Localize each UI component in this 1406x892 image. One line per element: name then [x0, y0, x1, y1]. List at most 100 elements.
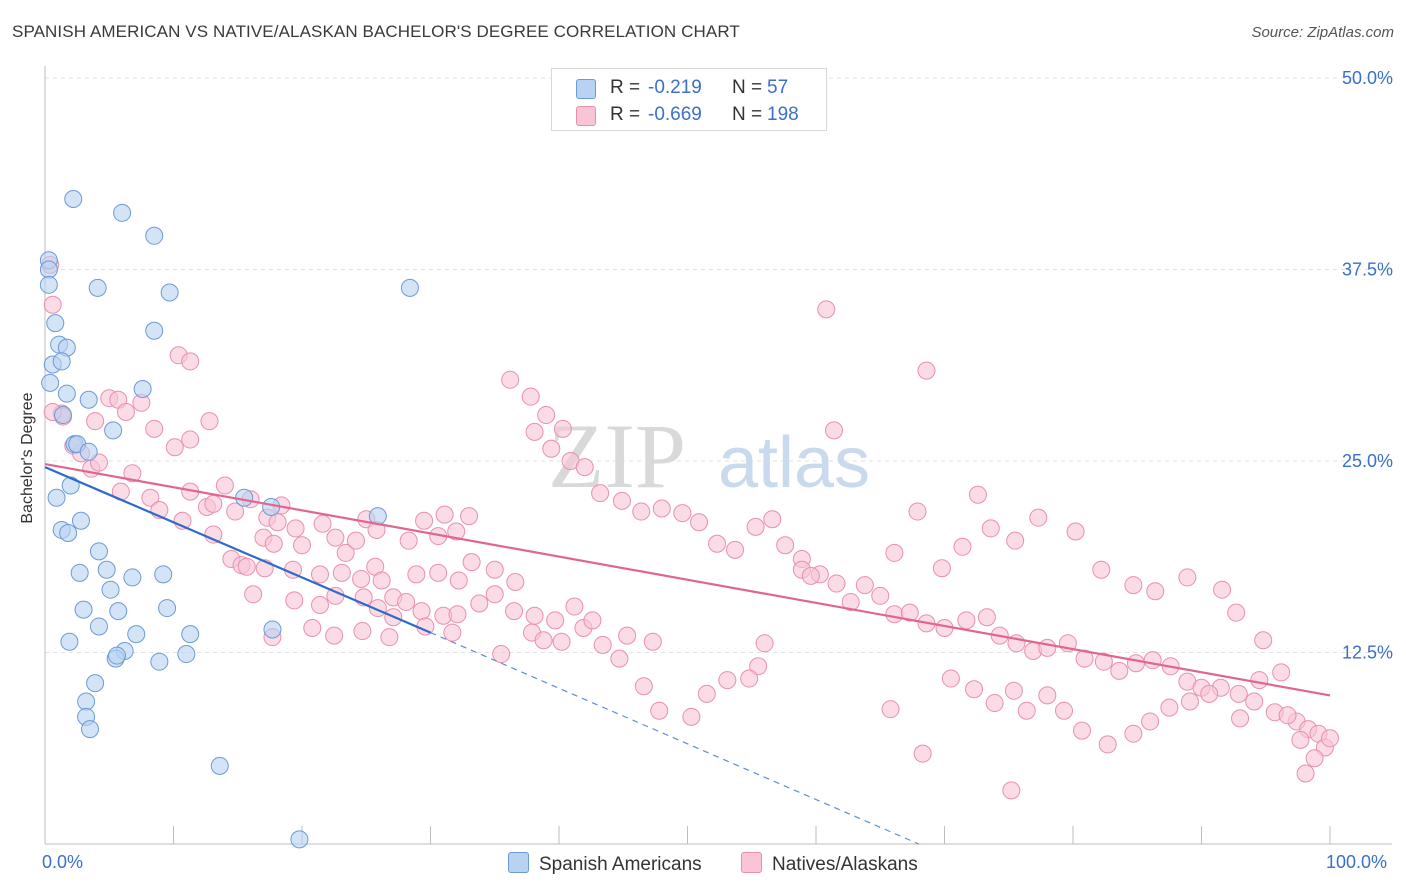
data-point — [917, 361, 936, 380]
data-point — [697, 684, 716, 703]
data-point — [41, 373, 60, 392]
data-point — [1126, 654, 1145, 673]
data-point — [690, 513, 709, 532]
legend-label-spanish: Spanish Americans — [539, 854, 702, 875]
data-point — [542, 439, 561, 458]
data-point — [932, 559, 951, 578]
data-point — [412, 602, 431, 621]
data-point — [332, 563, 351, 582]
data-point — [104, 421, 123, 440]
data-point — [1231, 709, 1250, 728]
data-point — [501, 370, 520, 389]
data-point — [39, 275, 58, 294]
data-point — [89, 542, 108, 561]
data-point — [210, 756, 229, 775]
data-point — [101, 580, 120, 599]
data-point — [953, 537, 972, 556]
data-point — [1002, 781, 1021, 800]
data-point — [290, 830, 309, 849]
data-point — [133, 379, 152, 398]
data-point — [776, 536, 795, 555]
data-point — [293, 536, 311, 555]
data-point — [1124, 576, 1143, 595]
data-point — [145, 419, 164, 438]
data-point — [913, 744, 932, 763]
data-point — [1278, 706, 1297, 725]
data-point — [583, 611, 602, 630]
data-point — [1098, 735, 1117, 754]
data-point — [160, 283, 179, 302]
data-point — [399, 531, 418, 550]
data-point — [485, 585, 504, 604]
data-point — [1160, 698, 1179, 717]
data-point — [181, 430, 200, 449]
data-point — [70, 563, 89, 582]
data-point — [1143, 651, 1162, 670]
axes — [44, 66, 1392, 845]
data-point — [634, 677, 653, 696]
data-point — [154, 565, 173, 584]
data-point — [113, 203, 132, 222]
data-point — [177, 645, 196, 664]
data-point — [1055, 701, 1074, 720]
data-point — [237, 557, 256, 576]
data-point — [443, 623, 462, 642]
data-point — [336, 543, 355, 562]
y-tick-label: 37.5% — [1342, 260, 1393, 280]
data-point — [470, 594, 489, 613]
data-point — [1180, 692, 1199, 711]
data-point — [285, 591, 304, 610]
data-point — [755, 634, 774, 653]
data-point — [1066, 522, 1085, 541]
data-point — [553, 419, 572, 438]
data-point — [1038, 686, 1057, 705]
data-point — [618, 626, 637, 645]
data-point — [158, 599, 177, 618]
data-point — [353, 622, 372, 641]
chart-title: SPANISH AMERICAN VS NATIVE/ALASKAN BACHE… — [12, 22, 740, 41]
data-point — [652, 499, 671, 518]
data-point — [123, 464, 142, 483]
data-point — [827, 574, 846, 593]
data-point — [244, 585, 263, 604]
data-point — [268, 513, 287, 532]
data-point — [181, 625, 200, 644]
data-point — [165, 438, 184, 457]
legend-item-natives: Natives/Alaskans — [741, 852, 918, 876]
natives-points — [41, 255, 1339, 800]
data-point — [885, 543, 904, 562]
data-point — [460, 507, 479, 526]
data-point — [643, 632, 662, 651]
data-point — [534, 631, 553, 650]
data-point — [39, 260, 58, 279]
data-point — [86, 674, 105, 693]
data-point — [682, 707, 701, 726]
data-point — [1038, 638, 1057, 657]
data-point — [593, 635, 612, 654]
data-point — [740, 669, 759, 688]
data-point — [871, 586, 890, 605]
data-point — [546, 611, 565, 630]
data-point — [591, 484, 610, 503]
data-point — [650, 701, 669, 720]
data-point — [575, 458, 594, 477]
data-point — [141, 488, 160, 507]
data-point — [718, 671, 737, 690]
data-point — [492, 645, 511, 664]
data-point — [1072, 721, 1091, 740]
trend-line-spanish-extension — [430, 632, 920, 845]
data-point — [116, 402, 135, 421]
tick-labels: 12.5% 25.0% 37.5% 50.0% — [1342, 68, 1393, 663]
legend-r-value-spanish: -0.219 — [648, 77, 702, 98]
data-point — [435, 505, 454, 524]
legend-n-label: N = — [732, 104, 763, 125]
data-point — [447, 522, 466, 541]
data-point — [521, 387, 540, 406]
data-point — [97, 560, 116, 579]
legend-item-spanish: Spanish Americans — [508, 852, 702, 876]
data-point — [52, 352, 71, 371]
data-point — [1305, 749, 1324, 768]
data-point — [47, 488, 66, 507]
data-point — [612, 491, 631, 510]
